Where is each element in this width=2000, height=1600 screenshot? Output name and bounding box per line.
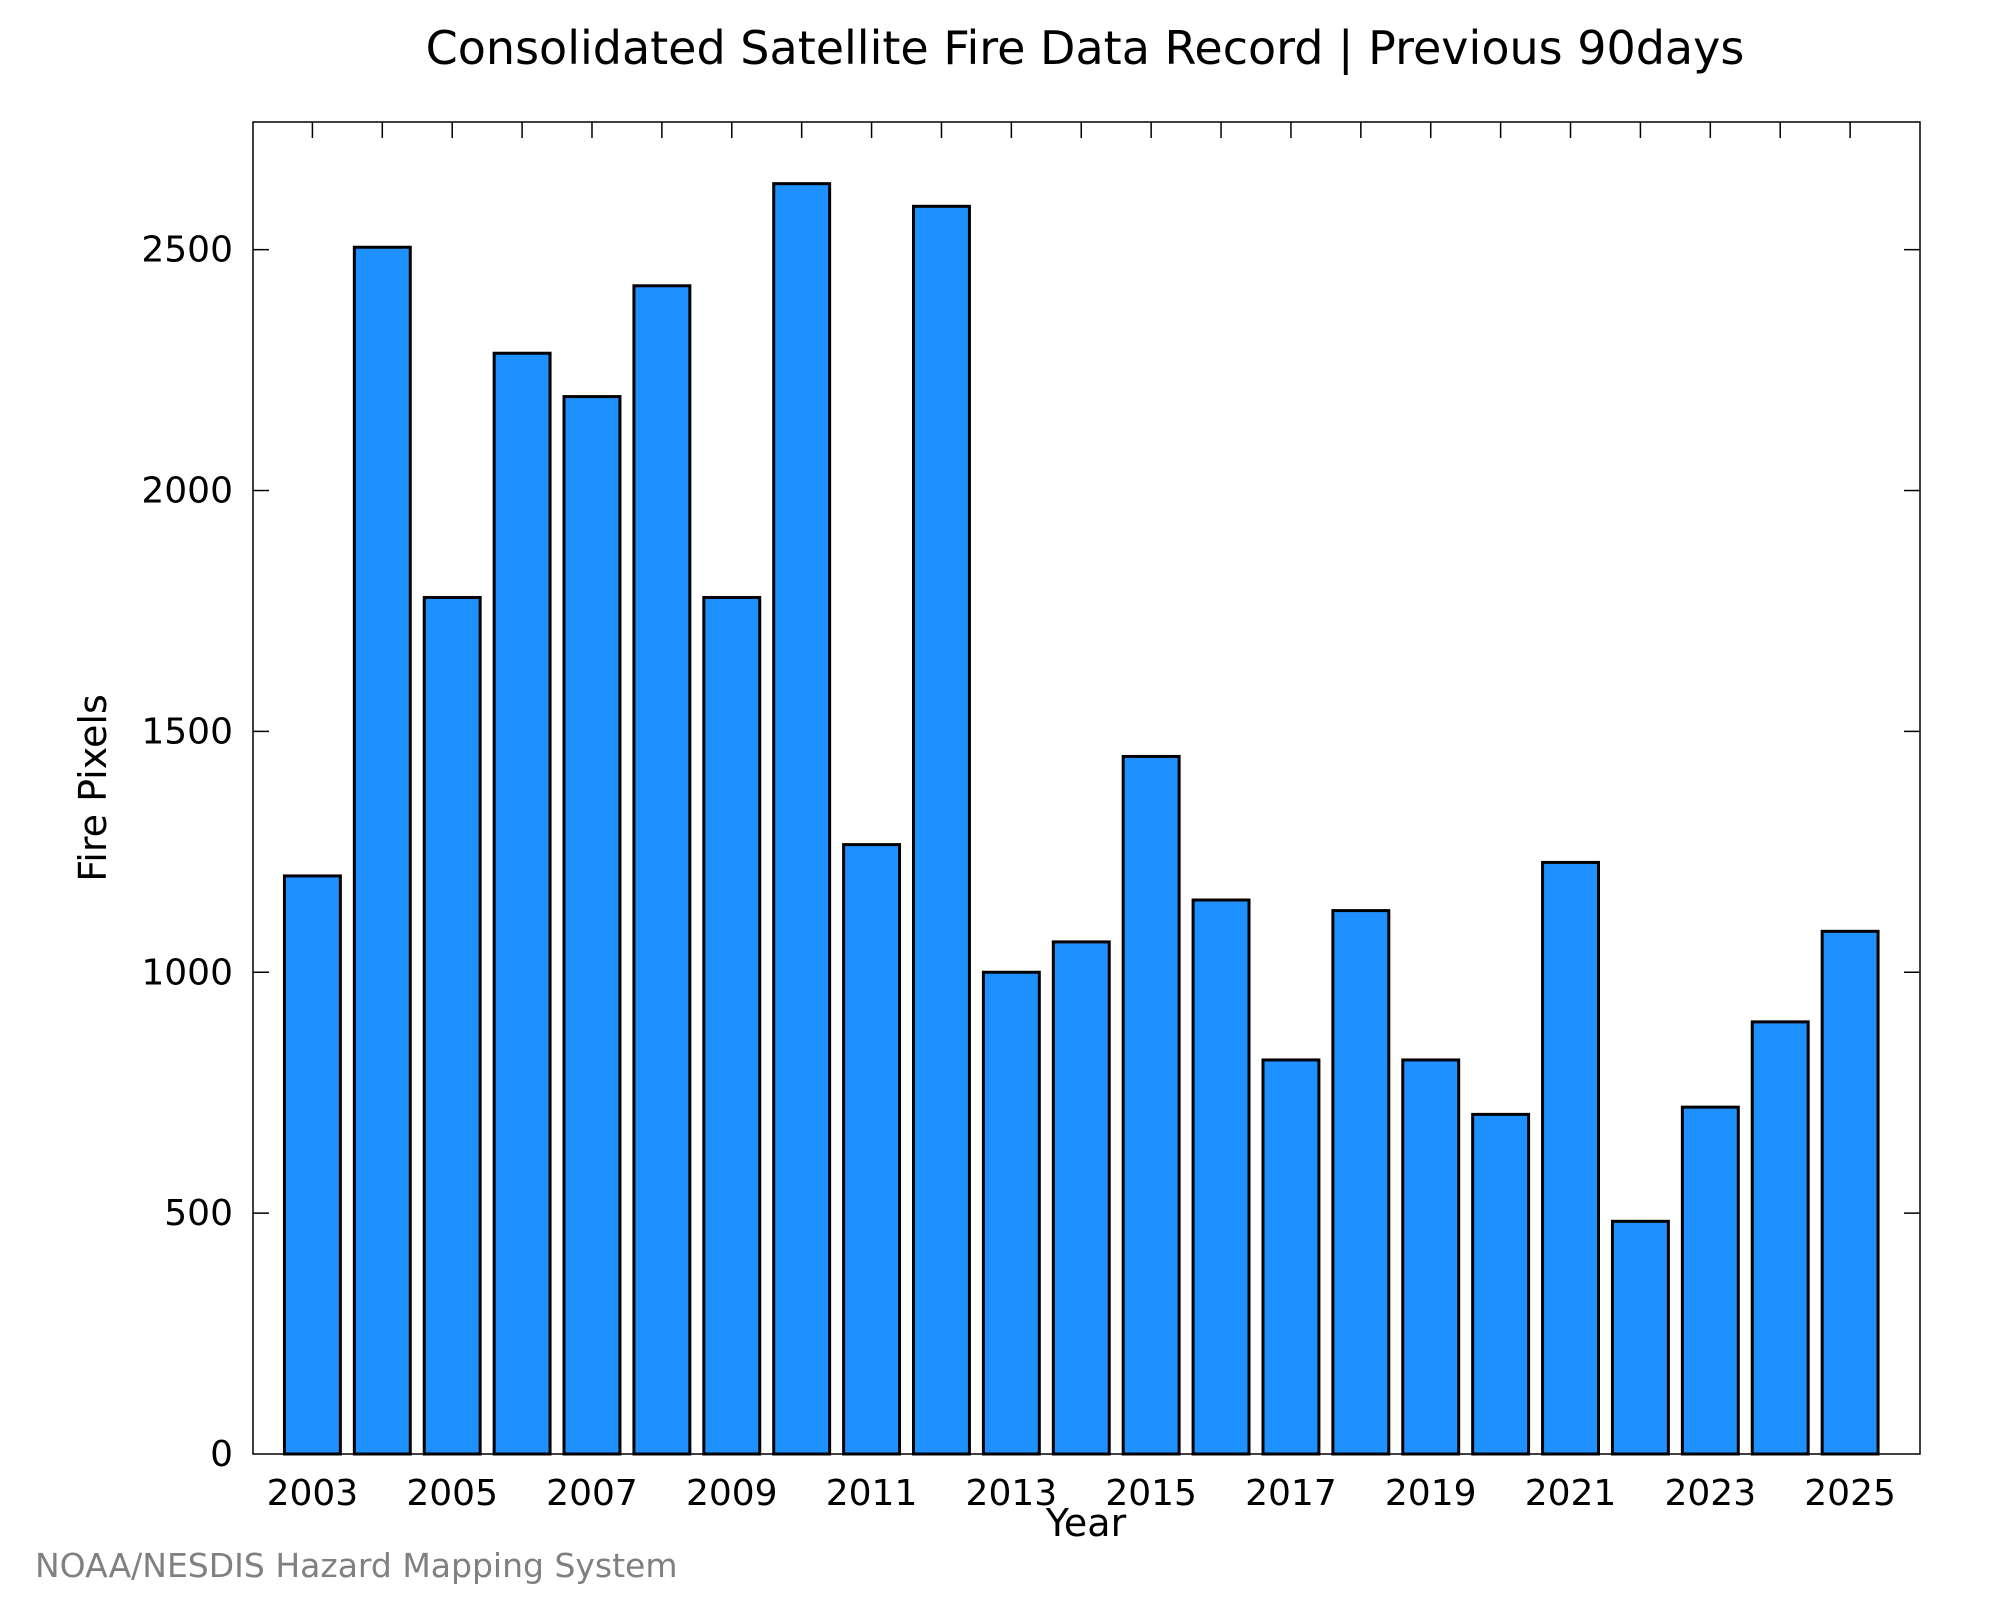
bar-2011 [842,843,902,1456]
bar-2009 [702,595,762,1456]
y-tick-label-1000: 1000 [141,952,233,993]
y-tick-label-2500: 2500 [141,230,233,271]
bar-2008 [632,284,692,1456]
y-tick-label-0: 0 [210,1434,233,1475]
bar-2021 [1541,860,1600,1456]
y-axis-label: Fire Pixels [71,694,115,882]
x-tick-label-2019: 2019 [1385,1473,1477,1514]
x-tick-label-2011: 2011 [826,1473,918,1514]
bar-2025 [1820,929,1880,1456]
x-axis-label: Year [1045,1501,1127,1545]
bar-2022 [1610,1219,1670,1456]
bar-2017 [1261,1058,1321,1456]
x-axis-tick-labels: 2003 2005 2007 2009 2011 2013 2015 2017 2019 2021… [267,1473,1896,1514]
y-tick-label-2000: 2000 [141,471,233,512]
bar-2004 [352,245,412,1456]
bar-2006 [492,351,552,1456]
y-tick-label-500: 500 [164,1193,233,1234]
bar-2024 [1750,1020,1810,1456]
bar-2012 [912,204,971,1456]
bar-2013 [981,970,1041,1456]
y-tick-label-1500: 1500 [141,711,233,752]
x-tick-label-2007: 2007 [546,1473,638,1514]
bar-2005 [422,595,482,1456]
x-tick-label-2025: 2025 [1804,1473,1896,1514]
x-tick-label-2021: 2021 [1525,1473,1617,1514]
plot-frame [252,121,1921,1455]
bar-2019 [1401,1058,1461,1456]
bar-2014 [1051,940,1111,1456]
bar-2016 [1191,898,1251,1456]
bar-2010 [772,182,832,1456]
bar-2018 [1331,909,1391,1456]
bar-series [282,182,1880,1456]
bar-2023 [1680,1105,1740,1456]
source-attribution: NOAA/NESDIS Hazard Mapping System [35,1546,678,1585]
axis-ticks [253,122,1920,1214]
x-tick-label-2017: 2017 [1245,1473,1337,1514]
y-axis-tick-labels: 0 500 1000 1500 2000 2500 [141,230,233,1475]
bar-2007 [562,395,622,1456]
bar-2003 [282,874,342,1456]
x-tick-label-2015: 2015 [1105,1473,1197,1514]
x-tick-label-2005: 2005 [406,1473,498,1514]
bar-2015 [1121,754,1181,1456]
x-tick-label-2003: 2003 [267,1473,359,1514]
x-tick-label-2023: 2023 [1664,1473,1756,1514]
bar-2020 [1471,1112,1531,1456]
x-tick-label-2013: 2013 [966,1473,1058,1514]
x-tick-label-2009: 2009 [686,1473,778,1514]
chart-title: Consolidated Satellite Fire Data Record … [426,21,1745,76]
